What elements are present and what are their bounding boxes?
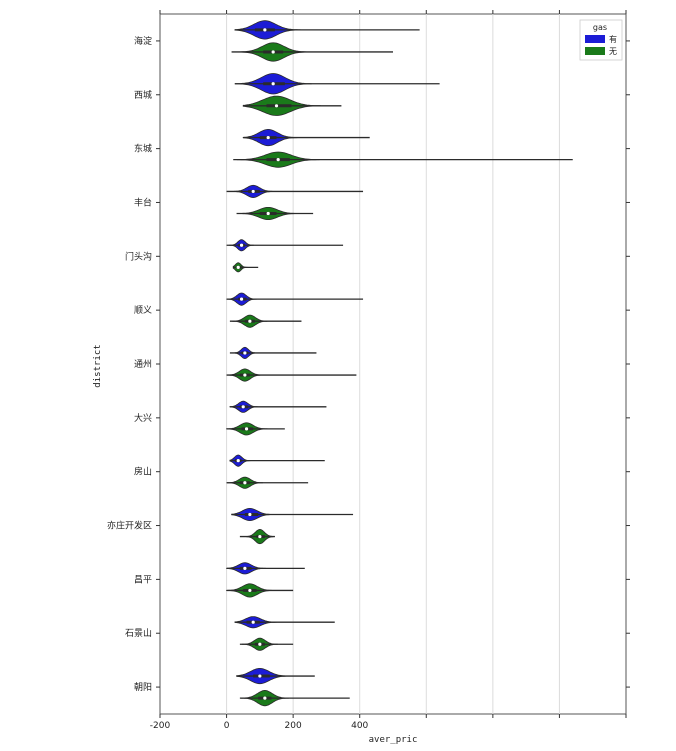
- category-label: 通州: [134, 359, 152, 370]
- legend-label-0: 有: [609, 34, 617, 44]
- violin-median: [266, 211, 270, 216]
- violin-median: [243, 566, 247, 570]
- violin-median: [271, 50, 275, 54]
- plot-frame: [159, 13, 627, 715]
- violin-median: [263, 696, 267, 700]
- x-tick-label: -200: [150, 721, 171, 731]
- category-label: 丰台: [134, 196, 152, 208]
- violin-median: [248, 588, 252, 593]
- violin-median: [243, 373, 247, 377]
- violin-median: [241, 405, 245, 409]
- violin-median: [239, 243, 244, 247]
- legend-title: gas: [593, 23, 607, 32]
- violins: [226, 20, 573, 707]
- violin-median: [251, 189, 255, 194]
- category-label: 朝阳: [134, 682, 152, 693]
- category-label: 大兴: [134, 412, 152, 424]
- x-tick-label: 400: [351, 721, 368, 731]
- violin-median: [236, 459, 240, 463]
- violin-median: [266, 135, 270, 140]
- violin-median: [258, 534, 262, 539]
- x-axis-label: aver_pric: [369, 735, 418, 745]
- violin-median: [274, 104, 279, 108]
- violin-median: [258, 642, 262, 646]
- category-label: 昌平: [134, 574, 152, 585]
- violin-median: [236, 265, 240, 269]
- violin-median: [251, 620, 255, 624]
- violin-median: [248, 512, 252, 517]
- violin-median: [263, 28, 267, 32]
- violin-median: [271, 82, 275, 86]
- legend-swatch-0: [585, 35, 605, 43]
- x-axis: -200 0 200 400: [150, 10, 627, 731]
- gridlines: [226, 14, 560, 714]
- violin-median: [239, 297, 244, 301]
- category-label: 顺义: [134, 305, 152, 316]
- violin-median: [258, 674, 262, 678]
- y-axis-label: district: [93, 344, 103, 387]
- violin-median: [243, 481, 247, 485]
- violin-median: [276, 158, 280, 162]
- violin-median: [243, 351, 247, 355]
- x-tick-label: 200: [285, 721, 302, 731]
- violin-median: [248, 319, 252, 323]
- category-label: 石景山: [125, 628, 152, 639]
- category-label: 门头沟: [125, 250, 152, 262]
- legend: gas 有 无: [579, 19, 623, 61]
- violin-median: [244, 427, 249, 431]
- category-label: 海淀: [134, 35, 152, 47]
- legend-swatch-1: [585, 47, 605, 55]
- category-label: 西城: [134, 90, 152, 101]
- category-label: 亦庄开发区: [107, 520, 152, 532]
- legend-label-1: 无: [609, 47, 617, 56]
- x-tick-label: 0: [224, 721, 230, 731]
- category-label: 东城: [134, 143, 152, 155]
- category-label: 房山: [134, 466, 152, 478]
